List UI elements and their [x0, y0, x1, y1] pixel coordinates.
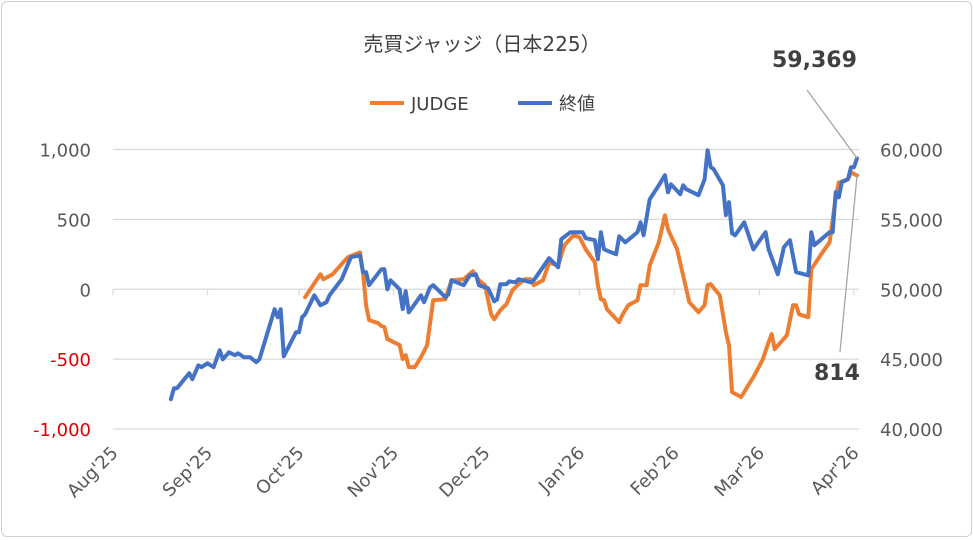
- y-left-tick-label: -500: [50, 350, 91, 371]
- y-left-tick-label: 500: [57, 210, 91, 231]
- callout-leader-judge: [839, 175, 858, 353]
- callout-judge-value: 814: [814, 361, 860, 386]
- y-right-tick-label: 45,000: [880, 350, 943, 371]
- y-left-tick-label: -1,000: [33, 420, 91, 441]
- x-tick-label: Aug'25: [63, 443, 122, 502]
- close-price-line: [168, 148, 859, 402]
- callouts: 59,369 814: [772, 48, 860, 386]
- judge-line: [303, 170, 859, 399]
- legend-label-close: 終値: [559, 94, 595, 115]
- y-right-tick-label: 55,000: [880, 210, 943, 231]
- x-tick-label: Dec'25: [435, 443, 494, 502]
- y-right-tick-label: 50,000: [880, 280, 943, 301]
- x-tick-label: Sep'25: [159, 443, 218, 502]
- y-axis-right: 60,000 55,000 50,000 45,000 40,000: [880, 141, 943, 442]
- legend-label-judge: JUDGE: [410, 94, 469, 115]
- chart-title: 売買ジャッジ（日本225）: [363, 32, 600, 56]
- y-right-tick-label: 60,000: [880, 141, 943, 162]
- y-left-tick-label: 0: [80, 280, 91, 301]
- x-tick-label: Oct'25: [252, 443, 309, 500]
- series: [168, 148, 859, 402]
- x-tick-label: Feb'26: [627, 443, 684, 500]
- callout-close-value: 59,369: [772, 48, 857, 73]
- x-tick-label: Apr'26: [807, 443, 864, 500]
- x-tick-label: Nov'25: [344, 443, 403, 502]
- callout-leader-close: [806, 89, 858, 159]
- x-tick-label: Jan'26: [534, 443, 589, 498]
- legend: JUDGE 終値: [370, 94, 595, 115]
- x-tick-label: Mar'26: [710, 443, 769, 502]
- y-left-tick-label: 1,000: [39, 141, 91, 162]
- y-right-tick-label: 40,000: [880, 420, 943, 441]
- y-axis-left: 1,000 500 0 -500 -1,000: [33, 141, 91, 442]
